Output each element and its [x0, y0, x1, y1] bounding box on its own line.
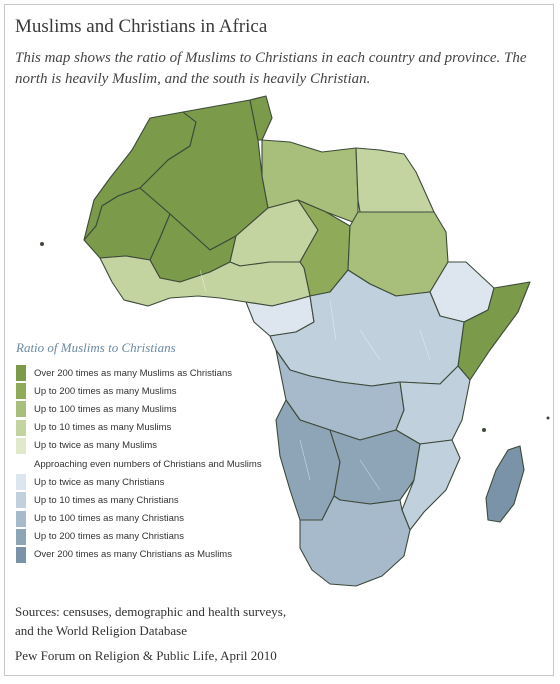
legend-swatch	[16, 456, 26, 472]
figure-frame	[4, 4, 554, 676]
legend-swatch	[16, 492, 26, 509]
legend-item: Up to 10 times as many Christians	[16, 491, 276, 509]
legend-label: Over 200 times as many Muslims as Christ…	[34, 367, 232, 379]
legend-label: Up to 200 times as many Christians	[34, 531, 184, 543]
map-subtitle: This map shows the ratio of Muslims to C…	[15, 50, 527, 87]
sources-line-1: Sources: censuses, demographic and healt…	[15, 604, 287, 619]
legend-swatch	[16, 474, 26, 491]
legend-label: Approaching even numbers of Christians a…	[34, 458, 262, 470]
legend-item: Approaching even numbers of Christians a…	[16, 455, 276, 473]
region-tunisia	[249, 95, 273, 141]
region-zambia	[329, 429, 421, 505]
legend-label: Up to 100 times as many Christians	[34, 513, 184, 525]
legend-label: Over 200 times as many Christians as Mus…	[34, 549, 232, 561]
legend-swatch	[16, 510, 26, 527]
island-canary	[40, 242, 44, 246]
sources-note: Sources: censuses, demographic and healt…	[15, 602, 286, 640]
legend-item: Up to twice as many Muslims	[16, 437, 276, 455]
legend-swatch	[16, 437, 26, 454]
legend-item: Up to 100 times as many Muslims	[16, 400, 276, 418]
legend-label: Up to 200 times as many Muslims	[34, 385, 177, 397]
legend-title: Ratio of Muslims to Christians	[16, 340, 176, 355]
legend-swatch	[16, 401, 26, 418]
legend-swatch	[16, 365, 26, 382]
legend-label: Up to 10 times as many Christians	[34, 494, 179, 506]
legend-item: Up to 10 times as many Muslims	[16, 419, 276, 437]
region-egypt	[355, 147, 435, 213]
legend-item: Up to 200 times as many Muslims	[16, 382, 276, 400]
legend-item: Up to 100 times as many Christians	[16, 510, 276, 528]
island-seychelles	[546, 416, 550, 420]
legend-label: Up to twice as many Muslims	[34, 440, 158, 452]
legend-label: Up to twice as many Christians	[34, 476, 165, 488]
legend-swatch	[16, 528, 26, 545]
province-lines	[199, 269, 431, 491]
region-west-africa	[99, 255, 311, 307]
sources-line-2: and the World Religion Database	[15, 623, 188, 638]
island-comoros	[482, 428, 486, 432]
legend-swatch	[16, 419, 26, 436]
legend-label: Up to 10 times as many Muslims	[34, 422, 172, 434]
credit-line: Pew Forum on Religion & Public Life, Apr…	[15, 648, 277, 663]
map-title: Muslims and Christians in Africa	[15, 16, 268, 37]
region-madagascar	[485, 445, 525, 523]
legend-item: Over 200 times as many Christians as Mus…	[16, 546, 276, 564]
map-legend: Ratio of Muslims to Christians Over 200 …	[16, 340, 276, 564]
legend-item: Up to twice as many Christians	[16, 473, 276, 491]
legend-swatch	[16, 546, 26, 563]
legend-item: Over 200 times as many Muslims as Christ…	[16, 364, 276, 382]
legend-item: Up to 200 times as many Christians	[16, 528, 276, 546]
region-east-africa	[395, 365, 471, 445]
region-mozambique	[401, 439, 461, 531]
region-southern-africa	[299, 495, 411, 587]
legend-label: Up to 100 times as many Muslims	[34, 403, 177, 415]
legend-swatch	[16, 383, 26, 400]
